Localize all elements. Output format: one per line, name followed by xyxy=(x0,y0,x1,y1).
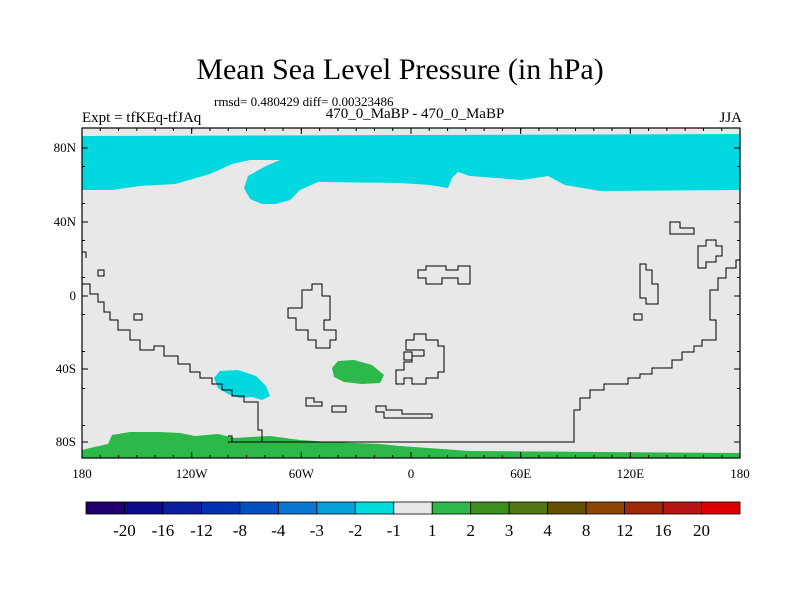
colorbar-label: 12 xyxy=(616,521,633,540)
colorbar-swatch xyxy=(316,501,356,515)
negative-anomaly-region-north xyxy=(82,134,740,204)
lat-tick-label: 80S xyxy=(56,434,76,449)
experiment-label: Expt = tfKEq-tfJAq xyxy=(82,110,202,126)
lon-tick-label: 60E xyxy=(510,466,531,481)
colorbar-labels: -20 -16 -12 -8 -4 -3 -2 -1 1 2 3 4 8 12 16 20 xyxy=(113,521,710,540)
lat-tick-label: 40S xyxy=(56,361,76,376)
comparison-label: 470_0_MaBP - 470_0_MaBP xyxy=(325,106,505,122)
colorbar-swatch xyxy=(201,501,241,515)
colorbar-label: -4 xyxy=(271,521,286,540)
colorbar-swatch xyxy=(547,501,587,515)
colorbar-swatch xyxy=(239,501,279,515)
lon-tick-label: 180 xyxy=(730,466,750,481)
colorbar-swatch xyxy=(470,501,510,515)
colorbar-label: -20 xyxy=(113,521,136,540)
colorbar-swatch xyxy=(354,501,395,515)
lat-tick-label: 80N xyxy=(54,140,77,155)
colorbar-swatch xyxy=(277,501,318,515)
longitude-axis: 180 120W 60W 0 60E 120E 180 xyxy=(72,128,750,481)
positive-anomaly-region-atlantic xyxy=(332,360,384,384)
positive-anomaly-region-antarctic xyxy=(82,432,740,458)
colorbar-label: 1 xyxy=(428,521,437,540)
colorbar-label: -3 xyxy=(310,521,324,540)
colorbar-swatch xyxy=(393,501,433,515)
lat-tick-label: 0 xyxy=(70,288,77,303)
colorbar-label: 20 xyxy=(693,521,710,540)
latitude-axis: 80N 40N 0 40S 80S xyxy=(54,140,740,449)
colorbar-swatch xyxy=(162,501,202,515)
lon-tick-label: 0 xyxy=(408,466,415,481)
colorbar-label: 4 xyxy=(543,521,552,540)
colorbar-swatch xyxy=(85,501,125,515)
colorbar-label: -16 xyxy=(152,521,175,540)
colorbar-label: 16 xyxy=(655,521,672,540)
season-label: JJA xyxy=(719,110,742,126)
lon-tick-label: 60W xyxy=(289,466,315,481)
colorbar-swatch xyxy=(701,501,741,515)
colorbar-swatch xyxy=(585,501,625,515)
colorbar-swatch xyxy=(124,501,164,515)
lon-tick-label: 120E xyxy=(617,466,645,481)
colorbar-swatch xyxy=(508,501,549,515)
lon-tick-label: 180 xyxy=(72,466,92,481)
colorbar-label: 2 xyxy=(466,521,475,540)
lat-tick-label: 40N xyxy=(54,214,77,229)
coastlines xyxy=(82,221,740,443)
chart-title: Mean Sea Level Pressure (in hPa) xyxy=(196,53,604,86)
colorbar-label: -8 xyxy=(233,521,247,540)
map-panel xyxy=(81,127,741,459)
colorbar-swatch xyxy=(662,501,702,515)
colorbar-label: 3 xyxy=(505,521,514,540)
stats-label: rmsd= 0.480429 diff= 0.00323486 xyxy=(214,94,394,109)
colorbar-label: -12 xyxy=(190,521,213,540)
negative-anomaly-region-south xyxy=(214,370,270,400)
colorbar-label: -2 xyxy=(348,521,362,540)
lon-tick-label: 120W xyxy=(176,466,209,481)
colorbar-label: -1 xyxy=(387,521,401,540)
colorbar-swatch xyxy=(431,501,472,515)
colorbar-label: 8 xyxy=(582,521,591,540)
colorbar-swatch xyxy=(624,501,664,515)
colorbar xyxy=(85,501,741,515)
